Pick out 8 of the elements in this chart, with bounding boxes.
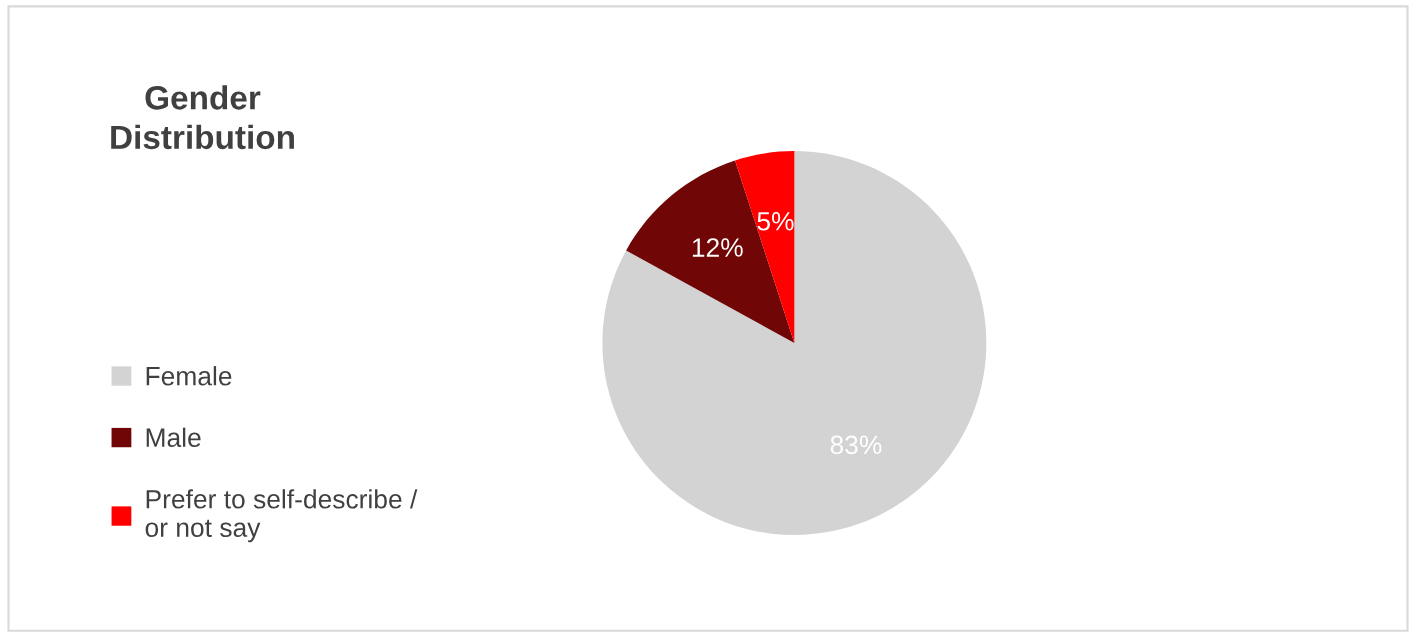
- chart-title: Gender Distribution: [111, 85, 294, 150]
- data-label: 5%: [757, 212, 794, 231]
- legend-label: Prefer to self-describe / or not say: [145, 489, 418, 543]
- pie-slice: [626, 160, 795, 343]
- data-label: 12%: [692, 238, 743, 257]
- legend-label: Male: [146, 427, 201, 448]
- pie-slice: [602, 151, 987, 535]
- legend-label: Female: [146, 366, 232, 386]
